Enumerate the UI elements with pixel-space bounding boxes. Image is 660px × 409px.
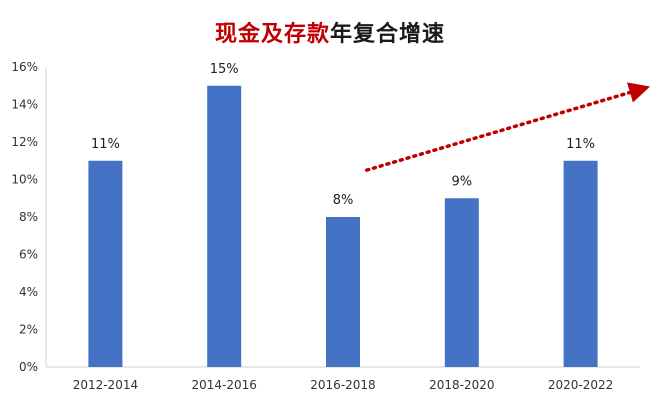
trend-arrow	[365, 82, 651, 172]
x-tick-label: 2018-2020	[429, 378, 494, 392]
x-tick-label: 2012-2014	[73, 378, 138, 392]
y-tick-label: 0%	[19, 360, 38, 374]
data-label: 11%	[566, 137, 595, 152]
y-axis: 0% 2% 4% 6% 8% 10% 12% 14% 16%	[11, 60, 47, 374]
data-label: 9%	[451, 174, 472, 189]
data-label: 8%	[333, 193, 354, 208]
bar	[563, 160, 598, 367]
data-labels: 11% 15% 8% 9% 11%	[91, 62, 595, 208]
x-tick-label: 2014-2016	[191, 378, 256, 392]
data-label: 11%	[91, 137, 120, 152]
bar	[207, 85, 242, 367]
y-tick-label: 4%	[19, 285, 38, 299]
data-label: 15%	[210, 62, 239, 77]
y-tick-label: 2%	[19, 323, 38, 337]
y-tick-label: 10%	[11, 173, 38, 187]
x-axis: 2012-2014 2014-2016 2016-2018 2018-2020 2020…	[46, 366, 640, 392]
y-tick-label: 6%	[19, 248, 38, 262]
chart-title: 现金及存款年复合增速	[0, 16, 660, 48]
bar	[326, 217, 360, 367]
y-tick-label: 12%	[11, 135, 38, 149]
y-tick-label: 8%	[19, 210, 38, 224]
chart-title-highlight: 现金及存款	[214, 21, 330, 47]
x-tick-label: 2016-2018	[310, 378, 375, 392]
bars	[88, 85, 598, 367]
x-tick-label: 2020-2022	[548, 378, 613, 392]
y-tick-label: 16%	[11, 60, 38, 74]
bar	[88, 160, 123, 367]
trend-annotation	[365, 82, 651, 172]
chart-title-rest: 年复合增速	[330, 21, 446, 47]
y-tick-label: 14%	[11, 98, 38, 112]
bar	[444, 198, 479, 367]
